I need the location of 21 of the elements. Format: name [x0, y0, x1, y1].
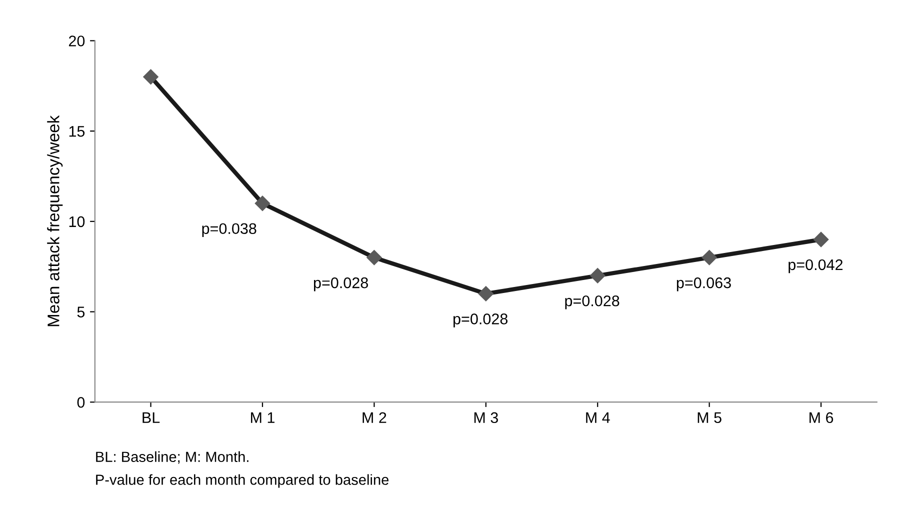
x-tick-label: M 6 [810, 412, 834, 424]
x-tick-label: M 2 [362, 412, 386, 423]
x-tick-label: M 1 [251, 412, 274, 423]
y-axis-title: Mean attack frequency/week [47, 115, 63, 326]
y-tick-label: 10 [69, 216, 85, 228]
x-tick-label: M 5 [698, 412, 722, 424]
y-tick-label: 20 [68, 36, 85, 46]
y-tick-label: 5 [77, 306, 85, 318]
x-tick-label: M 3 [474, 412, 498, 424]
annotation: p=0.042 [788, 259, 843, 274]
text: P-value for each month compared to baseline [96, 474, 389, 488]
annotation: p=0.028 [454, 314, 508, 328]
annotation: p=0.038 [202, 223, 256, 238]
y-tick-label: 15 [69, 126, 85, 137]
annotation: p=0.028 [314, 277, 368, 292]
x-tick-label: M 4 [586, 412, 610, 423]
annotation: p=0.063 [676, 277, 731, 292]
text: BL: Baseline; M: Month. [96, 451, 248, 464]
annotation: p=0.028 [565, 295, 620, 310]
y-tick-label: 0 [77, 396, 85, 408]
x-tick-label: BL [142, 412, 160, 423]
